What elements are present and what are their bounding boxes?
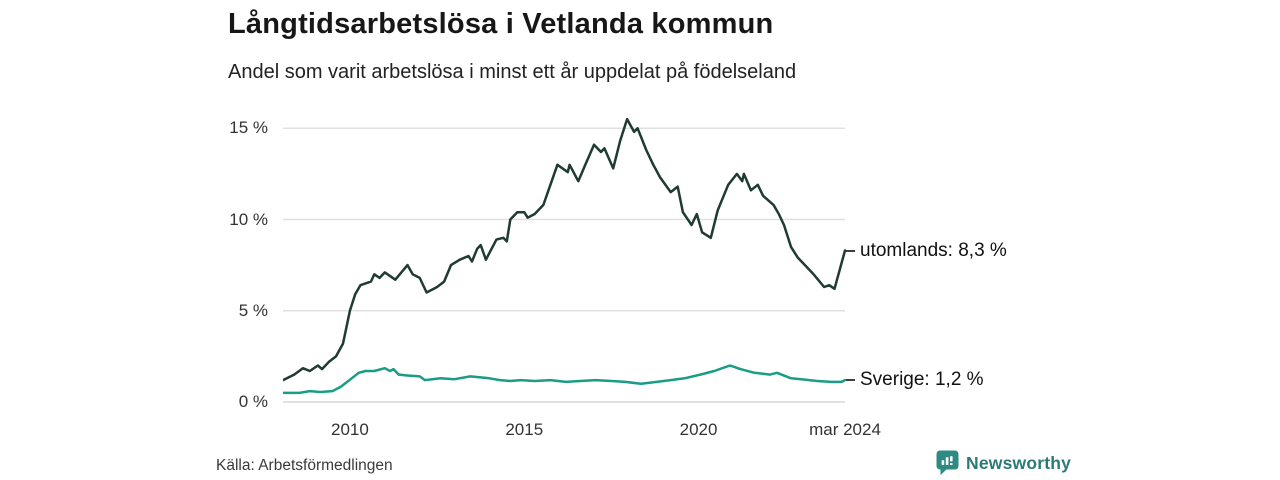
end-label-dash xyxy=(846,249,855,252)
y-tick-label: 0 % xyxy=(238,392,268,411)
chart-title: Långtidsarbetslösa i Vetlanda kommun xyxy=(228,8,774,40)
brand-name: Newsworthy xyxy=(966,452,1072,473)
x-tick-label: 2010 xyxy=(331,420,369,439)
x-tick-label: 2015 xyxy=(505,420,544,439)
x-tick-label: mar 2024 xyxy=(809,420,881,439)
gridlines xyxy=(283,127,845,403)
y-tick-label: 5 % xyxy=(238,300,268,320)
y-tick-label: 15 % xyxy=(229,118,268,138)
newsworthy-bubble-chart-icon xyxy=(936,450,959,475)
series-lines xyxy=(283,117,847,395)
plot-svg xyxy=(283,117,847,403)
newsworthy-logo[interactable]: Newsworthy xyxy=(936,450,1071,476)
end-label-dash xyxy=(846,379,855,382)
end-label-text: Sverige: 1,2 % xyxy=(860,369,984,391)
x-tick-label: 2020 xyxy=(679,420,718,439)
source-attribution: Källa: Arbetsförmedlingen xyxy=(216,457,393,474)
series-end-label-sverige: Sverige: 1,2 % xyxy=(846,369,984,391)
series-end-label-utomlands: utomlands: 8,3 % xyxy=(846,240,1007,262)
y-tick-label: 10 % xyxy=(229,209,268,229)
chart-subtitle: Andel som varit arbetslösa i minst ett å… xyxy=(228,61,797,83)
end-label-text: utomlands: 8,3 % xyxy=(860,239,1007,261)
